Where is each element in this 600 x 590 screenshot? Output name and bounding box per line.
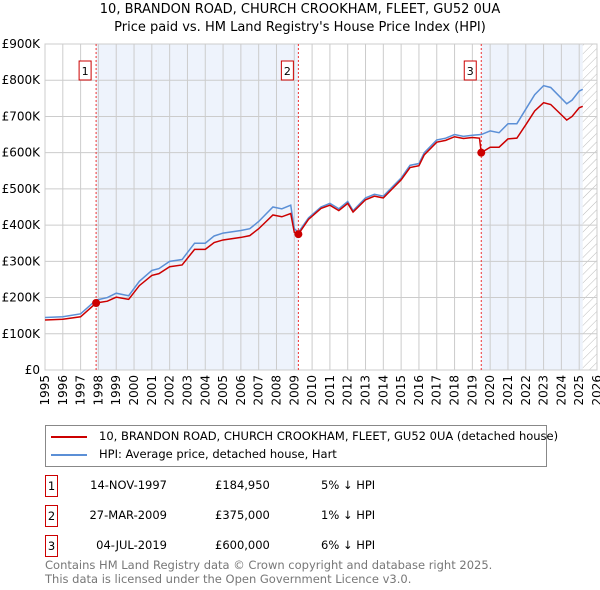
y-tick-label: £500K [2,182,42,196]
legend-property: 10, BRANDON ROAD, CHURCH CROOKHAM, FLEET… [99,429,559,443]
legend-red-line [51,435,87,438]
sale-number-badge: 1 [45,475,58,497]
x-tick-label: 2008 [269,375,283,406]
footer-line2: This data is licensed under the Open Gov… [45,572,412,586]
sale-point [92,299,101,308]
sale-hpi-diff: 5% ↓ HPI [321,478,376,492]
sale-price: £375,000 [215,508,270,522]
hpi-line [44,84,584,319]
x-tick-label: 1998 [91,375,105,406]
x-tick-label: 1995 [38,375,52,406]
x-tick-label: 1997 [74,375,88,406]
x-tick-label: 2022 [519,375,533,406]
y-tick-label: £900K [2,37,42,51]
sale-marker-badge [280,60,294,81]
x-tick-label: 2013 [359,375,373,406]
shaded-region [96,44,299,370]
y-tick-label: £800K [2,73,42,87]
x-tick-label: 2024 [554,375,568,406]
sale-row: 3 04-JUL-2019 £600,000 6% ↓ HPI [45,535,445,557]
shaded-region [481,44,583,370]
sale-row: 2 27-MAR-2009 £375,000 1% ↓ HPI [45,505,445,527]
x-tick-label: 2019 [465,375,479,406]
sale-price: £184,950 [215,478,270,492]
y-tick-label: £0 [25,363,40,377]
price-chart: 1995 1996 1997 1998 1999 2000 2001 2002 2003 2004… [2,37,600,406]
sale-marker-number: 3 [467,65,474,78]
x-tick-label: 2006 [234,375,248,406]
sale-marker-badge [78,60,92,81]
sale-point [477,148,486,157]
sale-marker-number: 2 [284,65,291,78]
legend-blue-line [51,453,87,456]
x-tick-label: 1999 [109,375,123,406]
chart-title: 10, BRANDON ROAD, CHURCH CROOKHAM, FLEET… [99,2,501,17]
y-tick-label: £700K [2,109,42,123]
x-tick-label: 2017 [430,375,444,406]
x-tick-label: 2009 [287,375,301,406]
x-tick-label: 2004 [198,375,212,406]
sale-price: £600,000 [215,538,270,552]
x-tick-label: 2002 [163,375,177,406]
sale-number-badge: 3 [45,535,58,557]
chart-subtitle: Price paid vs. HM Land Registry's House … [114,20,486,35]
footer: Contains HM Land Registry data © Crown c… [45,558,492,586]
x-tick-label: 2007 [252,375,266,406]
x-tick-label: 2015 [394,375,408,406]
plot-frame [44,43,598,371]
x-tick-label: 1996 [56,375,70,406]
x-tick-label: 2005 [216,375,230,406]
y-tick-label: £300K [2,254,42,268]
sale-marker-number: 1 [82,65,89,78]
x-tick-label: 2020 [483,375,497,406]
y-tick-label: £100K [2,327,42,341]
x-tick-label: 2000 [127,375,141,406]
x-tick-label: 2001 [145,375,159,406]
x-tick-label: 2021 [501,375,515,406]
legend: 10, BRANDON ROAD, CHURCH CROOKHAM, FLEET… [45,425,558,467]
footer-line1: Contains HM Land Registry data © Crown c… [45,558,493,572]
x-tick-label: 2026 [590,375,600,406]
price-paid-line [44,101,584,321]
sale-point [294,230,303,239]
y-tick-label: £400K [2,218,42,232]
sale-number-badge: 2 [45,505,58,527]
x-tick-label: 2010 [305,375,319,406]
x-tick-label: 2012 [341,375,355,406]
x-tick-label: 2016 [412,375,426,406]
x-tick-label: 2018 [448,375,462,406]
sale-row: 1 14-NOV-1997 £184,950 5% ↓ HPI [45,475,445,497]
legend-hpi: HPI: Average price, detached house, Hart [99,447,337,461]
sale-hpi-diff: 6% ↓ HPI [321,538,376,552]
y-tick-label: £600K [2,146,42,160]
x-tick-label: 2011 [323,375,337,406]
forecast-hatch [582,44,597,370]
sale-marker-badge [463,60,477,81]
sale-date: 04-JUL-2019 [96,538,167,552]
y-tick-label: £200K [2,291,42,305]
sale-date: 14-NOV-1997 [90,478,167,492]
sale-date: 27-MAR-2009 [89,508,167,522]
x-tick-label: 2014 [376,375,390,406]
sale-hpi-diff: 1% ↓ HPI [321,508,376,522]
x-tick-label: 2023 [537,375,551,406]
x-tick-label: 2025 [572,375,586,406]
x-tick-label: 2003 [180,375,194,406]
